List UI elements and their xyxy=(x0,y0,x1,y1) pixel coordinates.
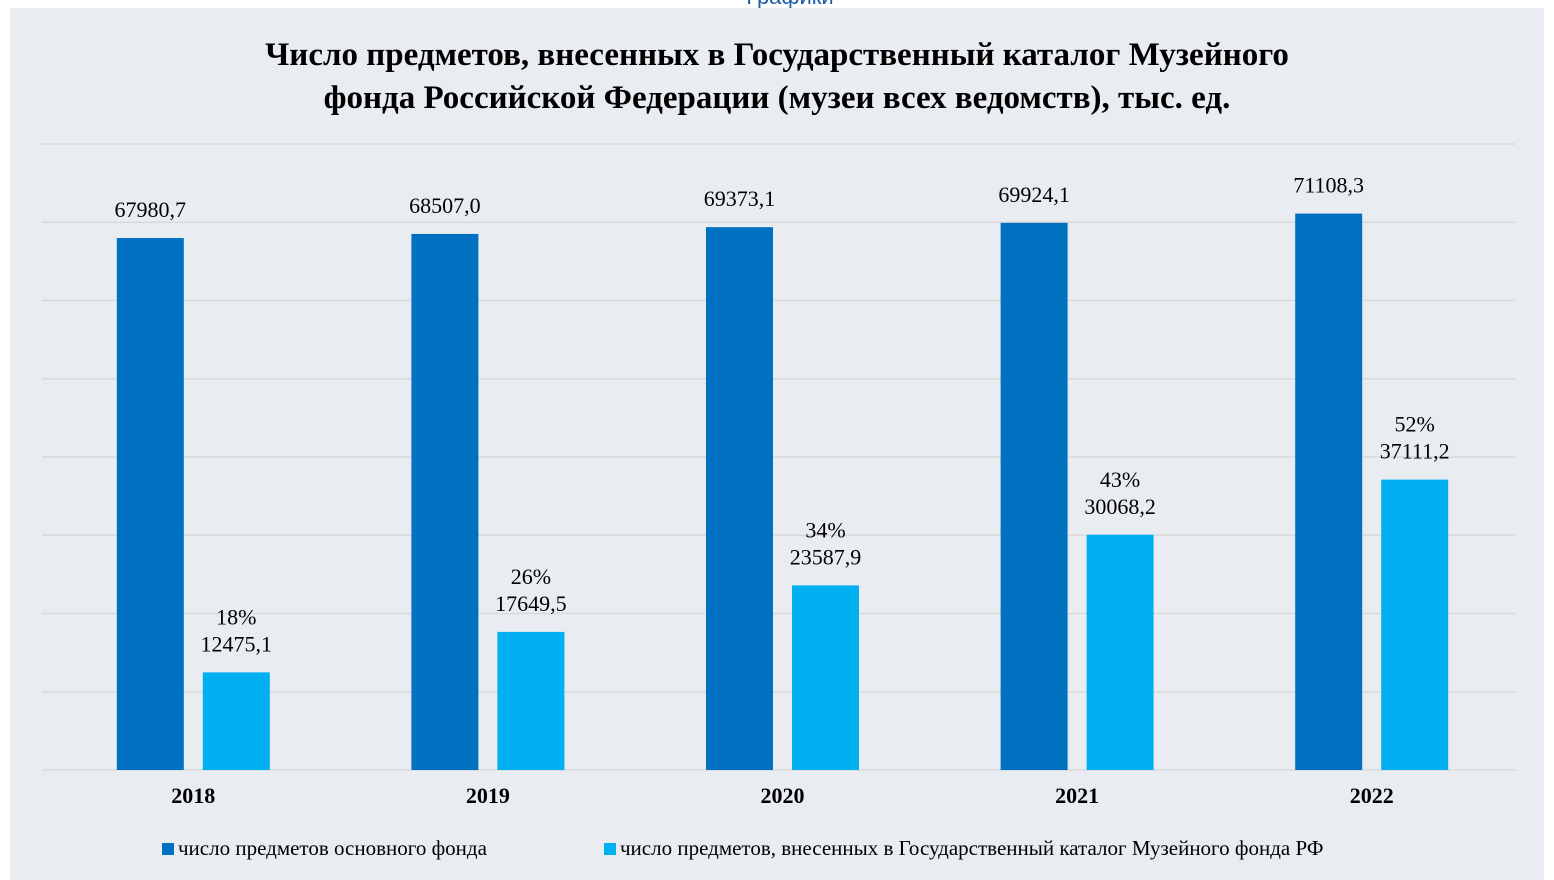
legend-swatch xyxy=(162,843,174,855)
legend-swatch xyxy=(604,843,616,855)
value-label: 12475,1 xyxy=(201,631,273,656)
value-label: 17649,5 xyxy=(495,591,567,616)
share-label: 52% xyxy=(1395,412,1435,437)
value-label: 69924,1 xyxy=(998,182,1070,207)
bar xyxy=(1000,222,1068,770)
share-label: 26% xyxy=(511,564,551,589)
bar xyxy=(1086,534,1154,770)
share-label: 34% xyxy=(805,517,845,542)
chart-title: Число предметов, внесенных в Государстве… xyxy=(265,37,1289,116)
share-label: 43% xyxy=(1100,467,1140,492)
page-header: Графики xyxy=(746,0,833,9)
bar xyxy=(1381,479,1449,770)
bar xyxy=(706,227,773,770)
bar xyxy=(116,238,184,770)
bar xyxy=(1295,213,1363,771)
value-label: 23587,9 xyxy=(790,544,862,569)
x-tick-label: 2018 xyxy=(171,783,215,808)
value-label: 68507,0 xyxy=(409,193,481,218)
bar xyxy=(202,672,270,770)
x-tick-label: 2021 xyxy=(1055,783,1099,808)
x-tick-label: 2020 xyxy=(761,783,805,808)
bar xyxy=(497,631,565,770)
legend-label: число предметов, внесенных в Государстве… xyxy=(620,836,1323,860)
x-tick-label: 2022 xyxy=(1350,783,1394,808)
share-label: 18% xyxy=(216,604,256,629)
legend-label: число предметов основного фонда xyxy=(178,836,488,860)
value-label: 30068,2 xyxy=(1084,494,1156,519)
bar xyxy=(411,233,479,770)
bar xyxy=(792,585,859,770)
value-label: 37111,2 xyxy=(1380,439,1450,464)
value-label: 71108,3 xyxy=(1293,173,1364,198)
value-label: 69373,1 xyxy=(704,186,776,211)
value-label: 67980,7 xyxy=(115,197,187,222)
x-tick-label: 2019 xyxy=(466,783,510,808)
